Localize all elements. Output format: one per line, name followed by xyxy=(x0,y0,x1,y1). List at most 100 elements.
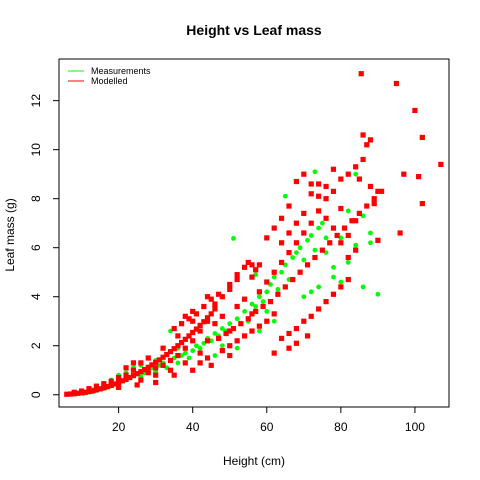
measurement-point-86 xyxy=(368,240,373,246)
y-tick-label-2: 2 xyxy=(29,342,43,349)
modelled-point-150 xyxy=(212,306,218,312)
measurement-point-73 xyxy=(338,279,344,285)
measurement-point-49 xyxy=(242,309,247,314)
modelled-point-14 xyxy=(116,379,122,386)
modelled-point-63 xyxy=(293,240,300,246)
measurement-point-71 xyxy=(323,235,329,241)
modelled-point-41 xyxy=(130,360,137,366)
x-tick-label-80: 80 xyxy=(334,420,348,434)
modelled-point-190 xyxy=(319,247,325,253)
modelled-point-139 xyxy=(293,178,300,185)
modelled-point-87 xyxy=(256,323,262,329)
modelled-point-80 xyxy=(197,360,203,366)
modelled-point-153 xyxy=(190,338,196,344)
modelled-point-44 xyxy=(153,372,159,378)
x-tick-label-20: 20 xyxy=(112,420,126,434)
modelled-point-183 xyxy=(267,299,274,305)
modelled-point-102 xyxy=(293,220,300,226)
measurement-point-108 xyxy=(353,171,359,177)
modelled-point-132 xyxy=(353,164,359,170)
measurement-point-51 xyxy=(249,301,255,307)
modelled-point-120 xyxy=(358,71,364,77)
modelled-point-163 xyxy=(116,374,122,381)
modelled-point-125 xyxy=(416,174,422,180)
modelled-point-46 xyxy=(167,367,174,373)
measurement-point-67 xyxy=(308,233,314,238)
modelled-point-68 xyxy=(330,188,337,194)
modelled-point-160 xyxy=(138,360,144,366)
modelled-point-189 xyxy=(312,254,318,261)
modelled-point-94 xyxy=(308,313,314,319)
modelled-point-10 xyxy=(101,385,107,391)
modelled-point-157 xyxy=(160,362,166,368)
modelled-point-26 xyxy=(160,354,166,360)
modelled-point-208 xyxy=(293,340,300,346)
modelled-point-161 xyxy=(130,367,137,373)
modelled-point-152 xyxy=(197,328,203,334)
modelled-point-62 xyxy=(286,250,292,256)
modelled-point-54 xyxy=(227,328,233,334)
modelled-point-92 xyxy=(293,325,300,332)
modelled-point-112 xyxy=(360,156,366,163)
modelled-point-185 xyxy=(282,284,288,290)
modelled-point-111 xyxy=(356,176,362,182)
x-tick-label-40: 40 xyxy=(186,420,200,434)
modelled-point-143 xyxy=(264,235,270,241)
modelled-point-121 xyxy=(393,80,400,87)
y-axis-label: Leaf mass (g) xyxy=(3,198,17,271)
modelled-point-19 xyxy=(134,371,140,377)
modelled-point-58 xyxy=(256,289,262,295)
modelled-point-90 xyxy=(278,335,285,341)
measurement-point-103 xyxy=(271,318,277,324)
measurement-point-38 xyxy=(194,343,199,349)
modelled-point-16 xyxy=(123,376,129,382)
measurement-point-102 xyxy=(256,328,262,334)
plot-frame xyxy=(58,58,450,408)
modelled-point-204 xyxy=(134,382,140,388)
modelled-point-35 xyxy=(193,326,200,332)
modelled-point-136 xyxy=(316,193,322,199)
modelled-point-69 xyxy=(338,176,344,182)
modelled-point-130 xyxy=(360,132,366,138)
modelled-point-135 xyxy=(323,183,329,190)
modelled-point-191 xyxy=(327,240,333,246)
modelled-point-140 xyxy=(286,203,292,209)
modelled-point-167 xyxy=(86,386,92,392)
measurement-point-104 xyxy=(301,294,307,300)
modelled-point-137 xyxy=(308,181,314,187)
modelled-point-205 xyxy=(116,384,122,390)
modelled-point-141 xyxy=(278,215,285,221)
modelled-point-103 xyxy=(301,210,307,216)
modelled-point-187 xyxy=(297,269,303,275)
measurement-point-55 xyxy=(264,289,270,295)
modelled-point-168 xyxy=(78,388,85,394)
modelled-point-13 xyxy=(112,381,118,387)
modelled-point-101 xyxy=(286,230,292,236)
modelled-point-95 xyxy=(316,306,322,312)
modelled-point-182 xyxy=(260,303,266,310)
modelled-point-81 xyxy=(204,355,211,361)
modelled-point-145 xyxy=(249,274,255,280)
modelled-point-52 xyxy=(212,321,218,327)
modelled-point-162 xyxy=(123,372,129,378)
modelled-point-159 xyxy=(145,370,151,376)
modelled-point-146 xyxy=(241,264,248,270)
modelled-point-127 xyxy=(397,230,403,236)
modelled-point-32 xyxy=(182,336,188,342)
modelled-point-119 xyxy=(338,205,344,212)
modelled-point-156 xyxy=(167,357,174,364)
modelled-point-36 xyxy=(197,322,203,328)
modelled-point-74 xyxy=(204,294,211,300)
modelled-point-197 xyxy=(371,196,377,202)
modelled-point-198 xyxy=(378,188,385,194)
modelled-point-72 xyxy=(253,267,259,273)
modelled-point-21 xyxy=(141,366,148,373)
modelled-point-195 xyxy=(356,210,362,216)
modelled-point-144 xyxy=(256,262,262,268)
measurement-point-80 xyxy=(312,169,318,175)
modelled-point-174 xyxy=(201,303,207,310)
measurement-point-66 xyxy=(305,237,310,243)
modelled-point-184 xyxy=(275,291,281,297)
modelled-point-133 xyxy=(345,171,351,177)
measurement-point-43 xyxy=(212,331,218,336)
